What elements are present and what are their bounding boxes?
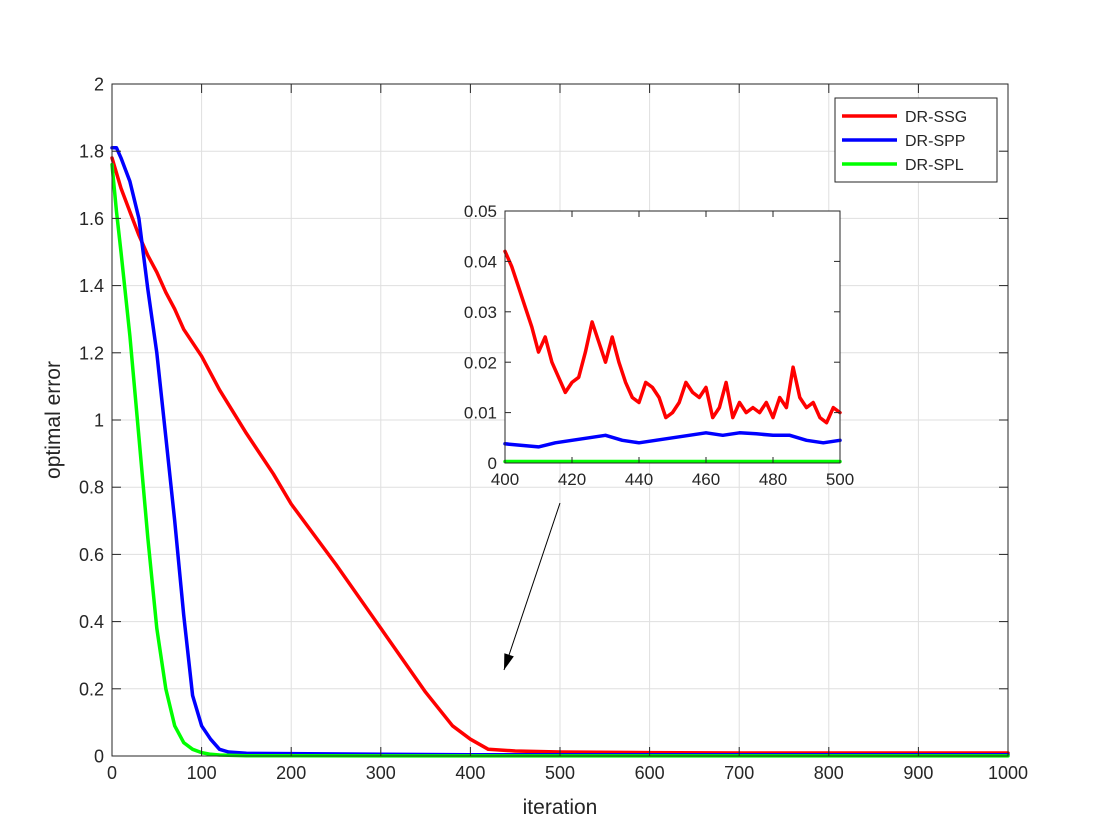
legend: DR-SSG DR-SPP DR-SPL — [834, 97, 998, 183]
inset-y-tick-label: 0.05 — [464, 202, 497, 221]
main-y-tick-label: 1.2 — [79, 343, 104, 363]
main-x-tick-label: 800 — [814, 763, 844, 783]
inset-y-tick-label: 0 — [488, 454, 497, 473]
main-x-tick-label: 200 — [276, 763, 306, 783]
main-x-tick-label: 700 — [724, 763, 754, 783]
legend-label-dr-ssg: DR-SSG — [905, 109, 967, 126]
inset-x-tick-label: 480 — [759, 470, 787, 489]
main-x-tick-label: 100 — [187, 763, 217, 783]
inset-x-tick-label: 460 — [692, 470, 720, 489]
main-chart: 0 100 200 300 400 500 600 700 800 900 1000 0 0.2 0.4 0… — [42, 74, 1028, 819]
main-y-axis-label: optimal error — [42, 361, 65, 479]
inset-axes-box — [504, 210, 841, 464]
main-x-tick-label: 900 — [903, 763, 933, 783]
inset-y-tick-label: 0.04 — [464, 253, 497, 272]
inset-y-tick-label: 0.02 — [464, 353, 497, 372]
main-x-tick-label: 400 — [455, 763, 485, 783]
main-x-tick-label: 1000 — [988, 763, 1028, 783]
main-y-tick-label: 2 — [94, 74, 104, 94]
inset-x-tick-label: 400 — [491, 470, 519, 489]
main-y-tick-label: 0 — [94, 746, 104, 766]
main-y-tick-label: 0.8 — [79, 478, 104, 498]
main-y-tick-label: 1.6 — [79, 209, 104, 229]
zoom-arrow-shaft — [503, 502, 561, 671]
main-y-tick-label: 0.2 — [79, 679, 104, 699]
main-line-dr-ssg — [110, 156, 1010, 755]
inset-line-series-1 — [503, 431, 842, 449]
main-y-tick-label: 1.4 — [79, 276, 104, 296]
inset-x-tick-label: 420 — [558, 470, 586, 489]
zoom-arrow-head — [504, 653, 514, 670]
main-y-tick-label: 1 — [94, 410, 104, 430]
inset-y-tick-label: 0.01 — [464, 404, 497, 423]
main-x-tick-label: 600 — [635, 763, 665, 783]
main-x-tick-label: 300 — [366, 763, 396, 783]
main-x-tick-label: 0 — [107, 763, 117, 783]
main-y-tick-label: 0.4 — [79, 612, 104, 632]
legend-label-dr-spl: DR-SPL — [905, 157, 964, 174]
main-y-tick-label: 1.8 — [79, 142, 104, 162]
inset-chart: 400 420 440 460 480 500 0 0.01 0.02 0.03 0.04 0.05 — [464, 202, 854, 489]
main-x-tick-label: 500 — [545, 763, 575, 783]
inset-y-tick-label: 0.03 — [464, 303, 497, 322]
main-y-tick-label: 0.6 — [79, 545, 104, 565]
inset-plot-area — [505, 211, 840, 463]
inset-line-series-0 — [503, 249, 842, 425]
inset-x-tick-label: 440 — [625, 470, 653, 489]
legend-label-dr-spp: DR-SPP — [905, 133, 965, 150]
inset-x-tick-label: 500 — [826, 470, 854, 489]
zoom-arrow — [503, 502, 561, 671]
main-x-axis-label: iteration — [523, 796, 598, 819]
